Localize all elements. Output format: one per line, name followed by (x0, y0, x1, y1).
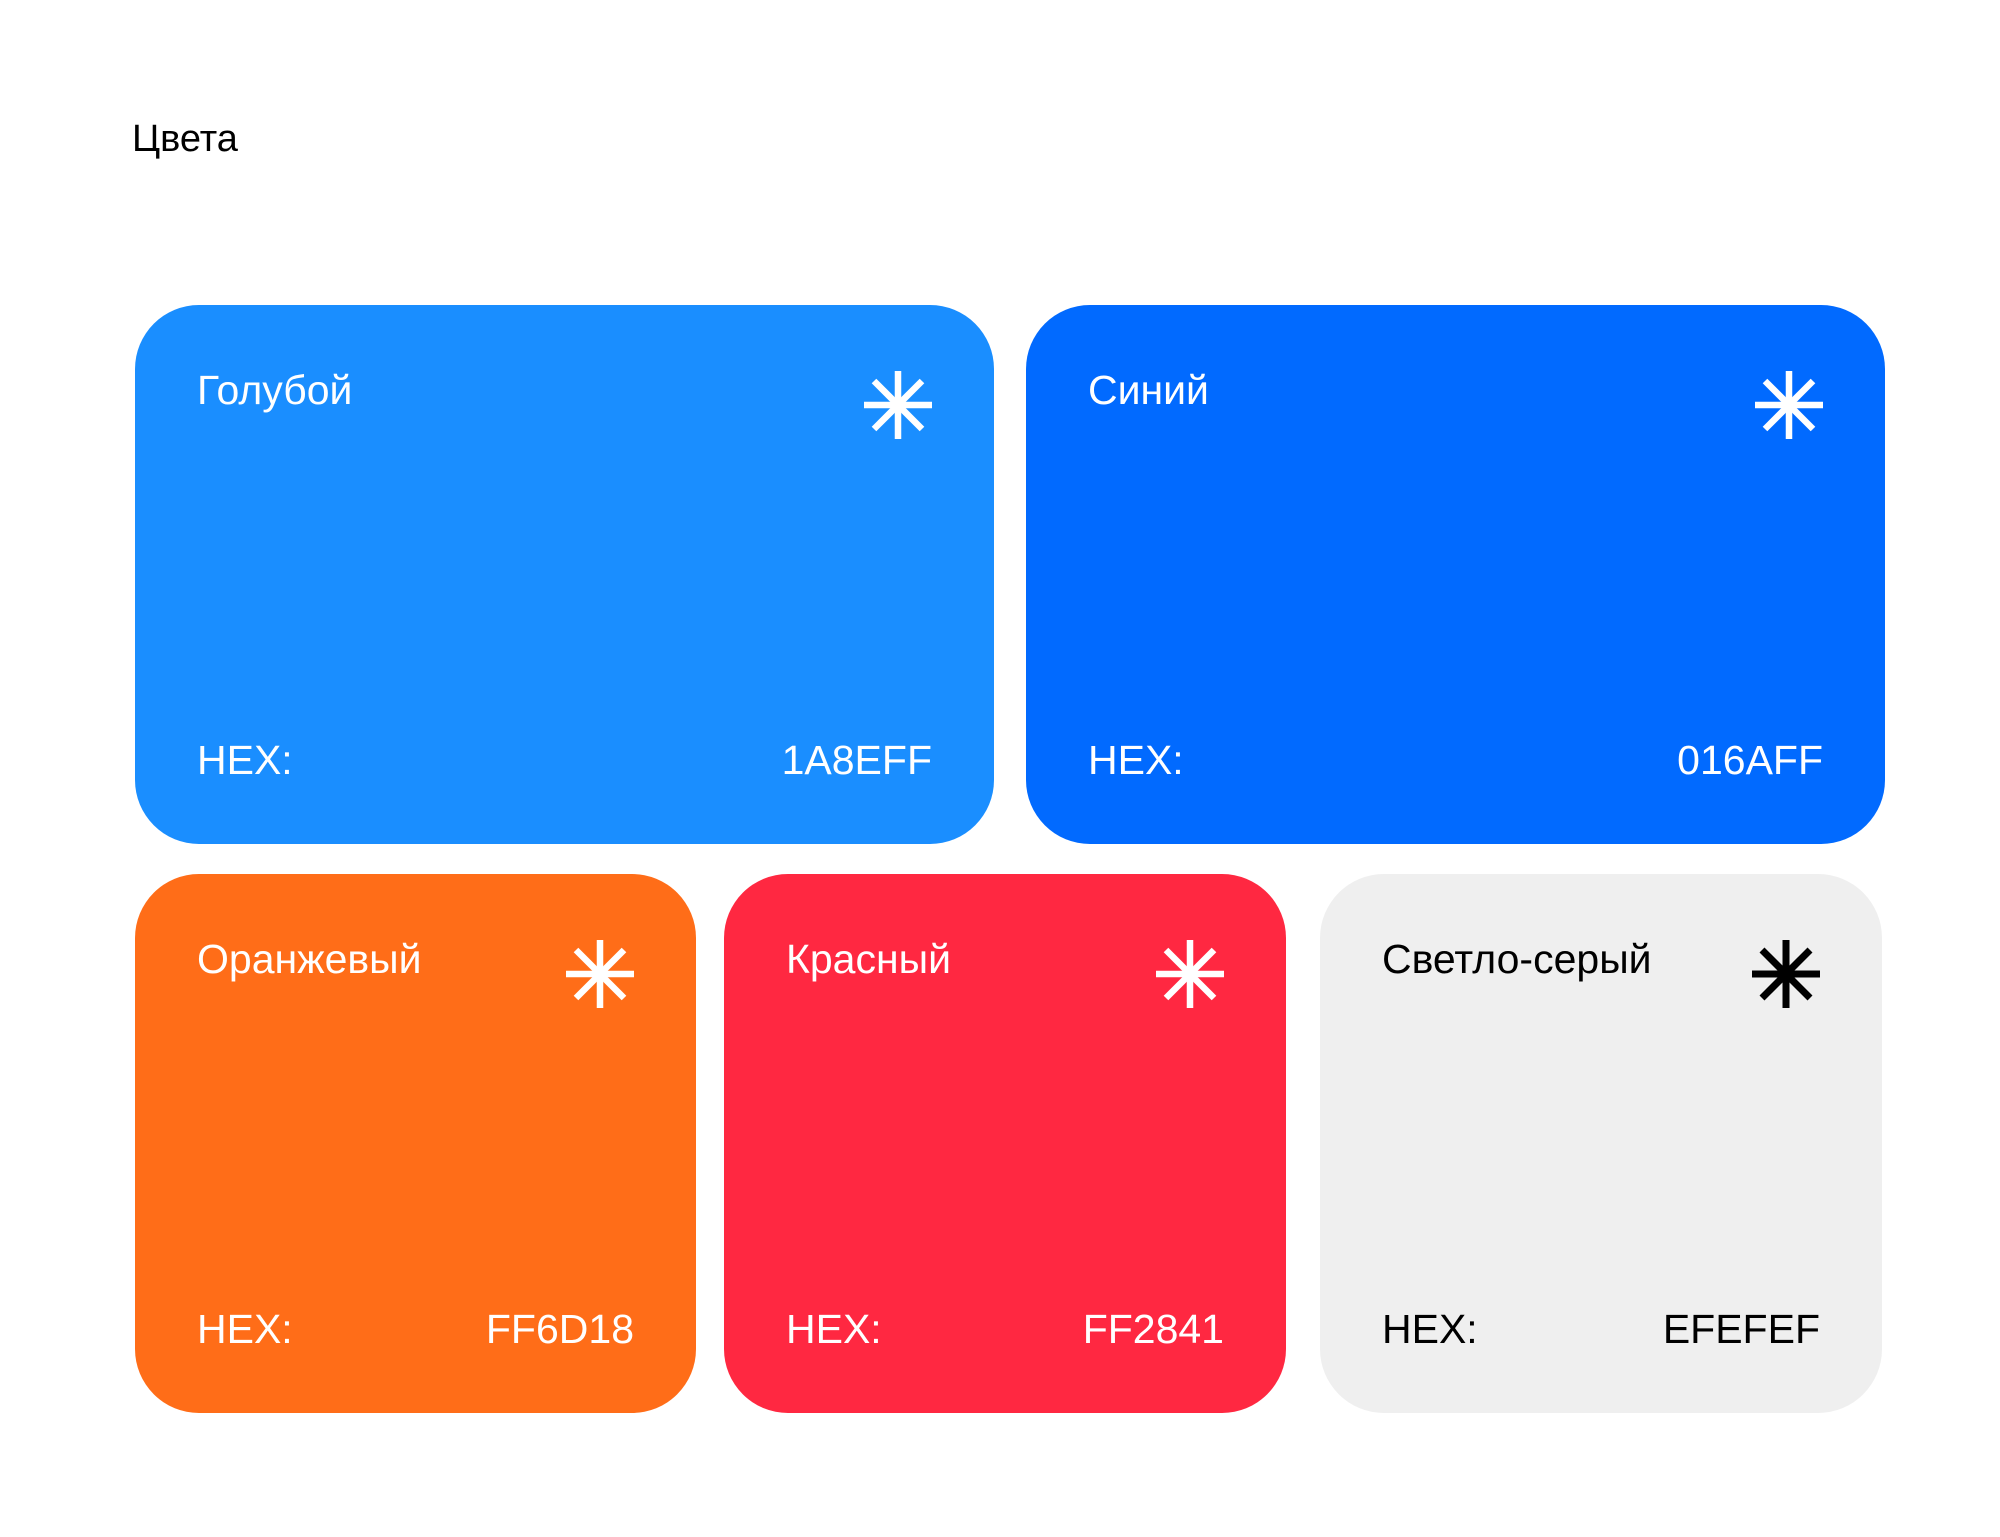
color-name: Синий (1088, 367, 1209, 413)
color-card-red: Красный HEX: FF2841 (724, 874, 1286, 1413)
hex-label: HEX: (1088, 737, 1184, 783)
hex-value: 1A8EFF (781, 737, 932, 783)
hex-label: HEX: (197, 737, 293, 783)
asterisk-icon (1752, 940, 1820, 1008)
color-card-orange: Оранжевый HEX: FF6D18 (135, 874, 696, 1413)
asterisk-icon (566, 940, 634, 1008)
hex-value: 016AFF (1677, 737, 1823, 783)
page-title: Цвета (132, 118, 238, 160)
hex-value: FF6D18 (485, 1306, 634, 1352)
hex-label: HEX: (1382, 1306, 1478, 1352)
color-card-light-gray: Светло-серый HEX: EFEFEF (1320, 874, 1882, 1413)
color-name: Оранжевый (197, 936, 422, 982)
asterisk-icon (1156, 940, 1224, 1008)
color-name: Светло-серый (1382, 936, 1652, 982)
color-card-light-blue: Голубой HEX: 1A8EFF (135, 305, 994, 844)
asterisk-icon (1755, 371, 1823, 439)
asterisk-icon (864, 371, 932, 439)
color-card-blue: Синий HEX: 016AFF (1026, 305, 1885, 844)
hex-label: HEX: (786, 1306, 882, 1352)
hex-label: HEX: (197, 1306, 293, 1352)
hex-value: FF2841 (1082, 1306, 1224, 1352)
color-name: Красный (786, 936, 952, 982)
hex-value: EFEFEF (1662, 1306, 1820, 1352)
color-name: Голубой (197, 367, 353, 413)
